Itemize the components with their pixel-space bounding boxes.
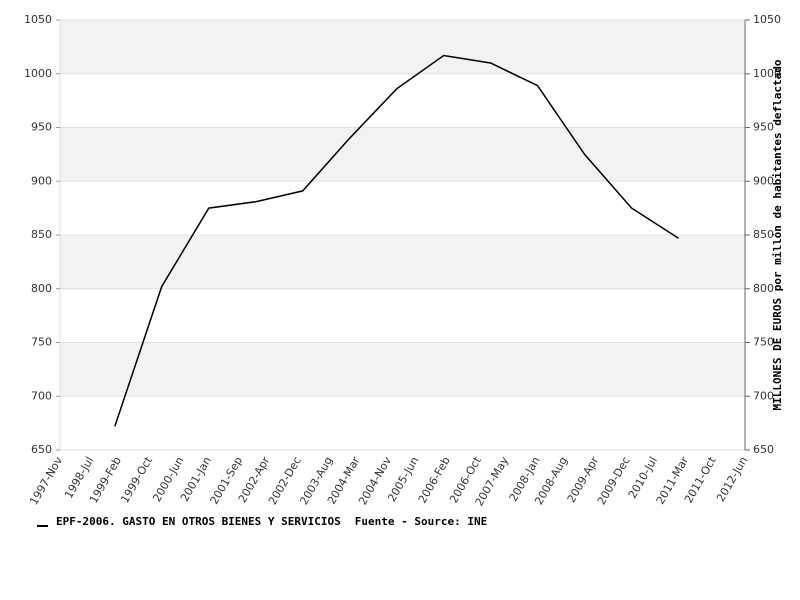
y2-tick-label: 750 (753, 336, 774, 349)
legend-label: EPF-2006. GASTO EN OTROS BIENES Y SERVIC… (56, 515, 341, 528)
y2-tick-label: 950 (753, 121, 774, 134)
y2-tick-label: 700 (753, 389, 774, 402)
y2-tick-label: 1050 (753, 13, 781, 26)
y-tick-label: 900 (31, 174, 52, 187)
y-tick-label: 1000 (24, 67, 52, 80)
y-tick-label: 750 (31, 336, 52, 349)
y2-tick-label: 1000 (753, 67, 781, 80)
band (60, 342, 745, 397)
y-tick-label: 800 (31, 282, 52, 295)
y2-tick-label: 850 (753, 228, 774, 241)
band (60, 235, 745, 289)
x-tick-label: 1997-Nov (27, 454, 65, 507)
y2-axis-title: MILLONES DE EUROS por millón de habitant… (771, 59, 784, 410)
line (114, 54, 679, 427)
band (60, 127, 745, 182)
source-note: Fuente - Source: INE (355, 515, 487, 528)
y-tick-label: 850 (31, 228, 52, 241)
y-tick-label: 950 (31, 121, 52, 134)
y2-tick-label: 800 (753, 282, 774, 295)
y2-tick-label: 900 (753, 174, 774, 187)
y-tick-label: 1050 (24, 13, 52, 26)
y-tick-label: 700 (31, 389, 52, 402)
y-tick-label: 650 (31, 443, 52, 456)
x-tick-label: 2012-Jun (714, 454, 750, 504)
y2-tick-label: 650 (753, 443, 774, 456)
band (60, 20, 745, 74)
